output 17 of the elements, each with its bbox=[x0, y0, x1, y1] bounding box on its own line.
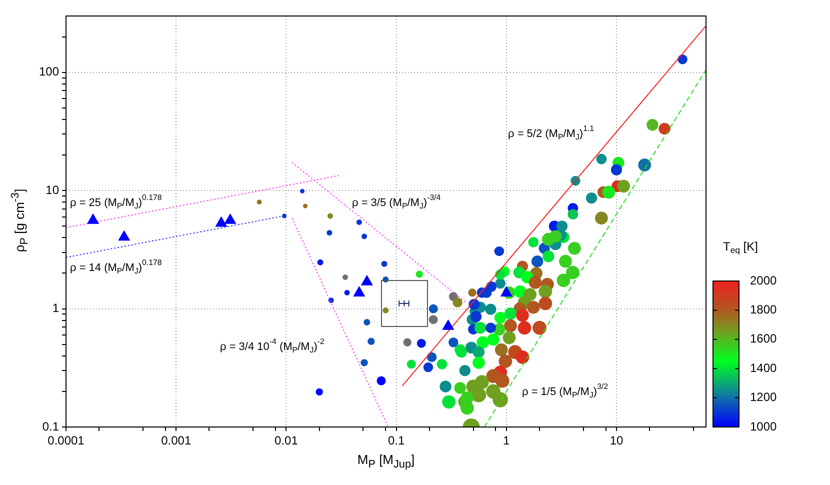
x-tick-label: 0.01 bbox=[274, 434, 298, 448]
color-bar-label: 1600 bbox=[750, 332, 778, 346]
color-bar-label: 2000 bbox=[750, 273, 778, 288]
color-bar-label: 1200 bbox=[750, 390, 778, 404]
y-tick-label: 10 bbox=[46, 182, 60, 197]
x-tick-label: 0.001 bbox=[161, 434, 192, 448]
color-bar-label: 1000 bbox=[750, 419, 778, 434]
x-axis-title: M$_{P}$ [M$_{Jup}$] bbox=[356, 452, 416, 471]
x-tick-label: 0.1 bbox=[388, 434, 405, 448]
color-bar-label: 1800 bbox=[750, 302, 778, 317]
x-tick-label: 1 bbox=[503, 434, 510, 448]
x-tick-label: 0.0001 bbox=[48, 434, 85, 448]
x-tick-label: 10 bbox=[610, 434, 624, 448]
color-bar-label: 1400 bbox=[750, 360, 778, 375]
y-tick-label: 1 bbox=[52, 301, 60, 316]
y-tick-label: 0.1 bbox=[42, 419, 60, 434]
y-tick-label: 100 bbox=[38, 64, 60, 79]
